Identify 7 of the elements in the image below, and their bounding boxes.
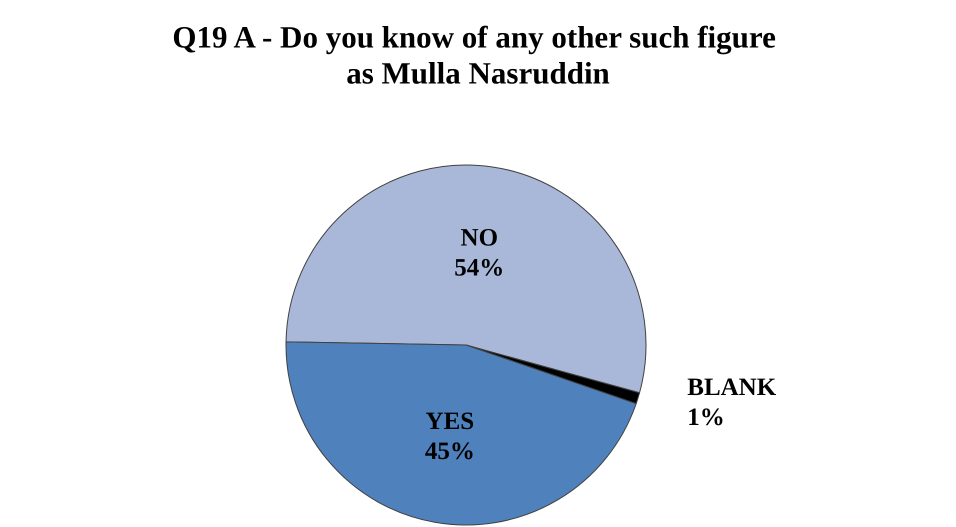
slice-label: NO: [460, 224, 498, 252]
data-label: 54%: [454, 254, 504, 282]
slice-label: YES: [426, 408, 474, 436]
data-label: 1%: [687, 404, 725, 432]
chart-title: Q19 A - Do you know of any other such figure as Mulla Nasruddin: [172, 20, 784, 90]
slice-label: BLANK: [687, 374, 777, 402]
data-label: 45%: [424, 438, 475, 466]
